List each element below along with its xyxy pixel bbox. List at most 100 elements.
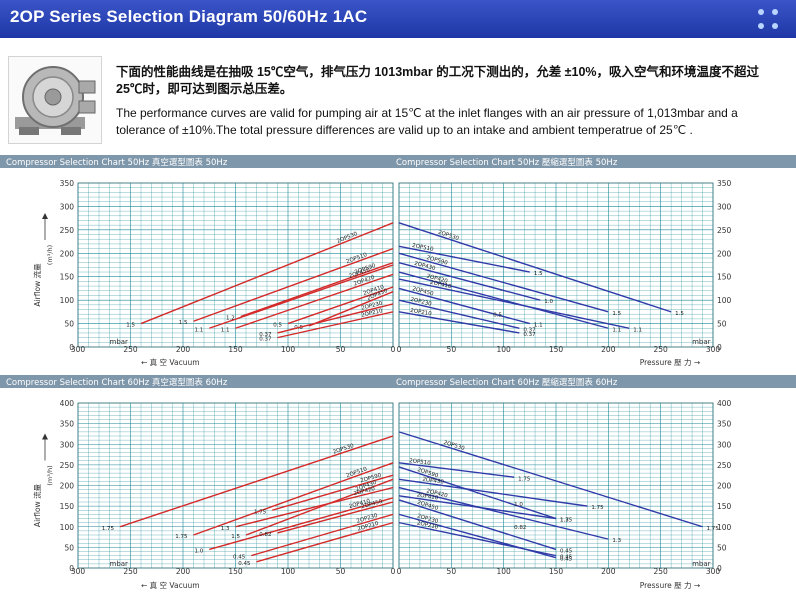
series-end-label: 1.1: [633, 327, 642, 333]
series-line-2op210: [277, 311, 394, 339]
x-tick-label: 150: [549, 567, 564, 576]
series-name-label: 2OP420: [426, 488, 449, 499]
y-axis-arrow: [42, 433, 48, 440]
series-name-label: 2OP210: [410, 308, 433, 318]
series-end-label: 1.3: [560, 518, 569, 524]
series-end-label: 1.3: [221, 526, 230, 532]
y-tick-label: 250: [717, 461, 732, 470]
y-axis-unit: (m³/h): [46, 465, 54, 485]
y-tick-label: 0: [69, 343, 74, 352]
x-tick-label: 100: [281, 345, 296, 354]
series-end-label: 1.5: [534, 271, 543, 277]
y-tick-label: 300: [60, 202, 75, 211]
series-name-label: 2OP510: [412, 243, 435, 253]
series-end-label: 0.5: [273, 323, 282, 329]
series-name-label: 2OP510: [409, 458, 432, 467]
series-line-2op590: [398, 466, 557, 520]
x-tick-label: 150: [549, 345, 564, 354]
series-name-label: 2OP210: [361, 308, 384, 319]
series-end-label: 1.75: [254, 509, 267, 515]
series-name-label: 2OP450: [412, 286, 435, 298]
series-end-label: 1.75: [518, 476, 531, 482]
series-end-label: 1.0: [544, 299, 553, 305]
series-line-2op230: [398, 299, 520, 329]
x-tick-label: 100: [497, 345, 512, 354]
series-line-2op210: [398, 521, 557, 557]
series-name-label: 2OP430: [422, 477, 445, 486]
series-end-label: 1.1: [534, 323, 543, 329]
series-line-2op510: [193, 247, 394, 322]
page-title: 2OP Series Selection Diagram 50/60Hz 1AC: [10, 7, 368, 26]
x-tick-label: 250: [654, 567, 669, 576]
series-end-label: 1.5: [231, 534, 240, 540]
series-name-label: 2OP590: [426, 255, 449, 267]
x-tick-label: 200: [601, 345, 616, 354]
menu-dots-icon[interactable]: [756, 7, 782, 33]
series-end-label: 1.3: [612, 538, 621, 544]
series-end-label: 1.75: [560, 518, 573, 524]
y-tick-label: 100: [717, 296, 732, 305]
y-tick-label: 100: [60, 296, 75, 305]
y-axis-unit: (m³/h): [46, 245, 54, 265]
series-line-2op410: [287, 286, 394, 325]
y-tick-label: 200: [717, 482, 732, 491]
series-name-label: 2OP230: [410, 297, 433, 308]
x-tick-label: 300: [71, 345, 86, 354]
series-end-label: 1.5: [675, 311, 684, 317]
y-tick-label: 50: [717, 543, 727, 552]
y-tick-label: 350: [717, 420, 732, 429]
series-name-label: 2OP430: [413, 261, 436, 272]
series-name-label: 2OP410: [348, 498, 371, 510]
x-tick-label: 300: [706, 345, 721, 354]
y-axis-label: Airflow 流量: [32, 263, 42, 307]
y-tick-label: 200: [717, 249, 732, 258]
series-line-2op510: [193, 462, 394, 536]
series-line-2op530: [119, 435, 394, 528]
series-line-2op590: [398, 252, 609, 313]
series-line-2op420: [398, 271, 609, 329]
y-tick-label: 350: [717, 179, 732, 188]
x-unit-pressure: mbar: [692, 560, 711, 568]
x-axis-label-pressure: Pressure 壓 力 →: [640, 580, 700, 590]
series-line-2op530: [398, 431, 703, 528]
series-end-label: 1.75: [175, 534, 188, 540]
series-point-label: 0.82: [514, 525, 526, 531]
series-line-2op430: [398, 478, 588, 507]
series-end-label: 0.45: [560, 557, 573, 563]
series-name-label: 2OP410: [416, 492, 439, 501]
series-end-label: 1.5: [179, 320, 188, 326]
x-unit-pressure: mbar: [692, 338, 711, 346]
chart-panel-header: [0, 155, 796, 168]
series-end-label: 1.75: [102, 526, 115, 532]
series-line-2op420: [235, 273, 394, 329]
page-header: 2OP Series Selection Diagram 50/60Hz 1AC: [0, 0, 796, 38]
series-line-2op530: [140, 222, 394, 325]
chart-title-pressure: Compressor Selection Chart 60Hz 壓縮選型圖表 6…: [396, 377, 618, 388]
x-tick-label: 250: [123, 567, 138, 576]
series-line-2op210: [398, 311, 520, 334]
y-tick-label: 100: [60, 523, 75, 532]
y-tick-label: 150: [60, 502, 75, 511]
x-tick-label: 200: [176, 345, 191, 354]
y-tick-label: 50: [64, 320, 74, 329]
series-name-label: 2OP410: [429, 280, 452, 290]
series-end-label: 0.37: [259, 332, 272, 338]
x-axis-label-vacuum: ← 真 空 Vacuum: [141, 580, 200, 590]
series-line-2op430: [245, 478, 394, 536]
series-end-label: 0.37: [259, 337, 272, 343]
description-english: The performance curves are valid for pum…: [116, 106, 738, 137]
y-tick-label: 50: [717, 320, 727, 329]
series-end-label: 0.45: [560, 548, 573, 554]
series-name-label: 2OP230: [356, 513, 379, 525]
series-name-label: 2OP420: [353, 486, 376, 497]
y-tick-label: 50: [64, 543, 74, 552]
series-line-2op590: [240, 261, 394, 318]
y-tick-label: 150: [717, 502, 732, 511]
series-end-label: 0.37: [523, 332, 536, 338]
y-tick-label: 100: [717, 523, 732, 532]
x-tick-label: 300: [71, 567, 86, 576]
x-tick-label: 0: [397, 567, 402, 576]
y-axis-arrow: [42, 213, 48, 219]
series-line-2op410: [398, 278, 630, 329]
x-tick-label: 100: [281, 567, 296, 576]
